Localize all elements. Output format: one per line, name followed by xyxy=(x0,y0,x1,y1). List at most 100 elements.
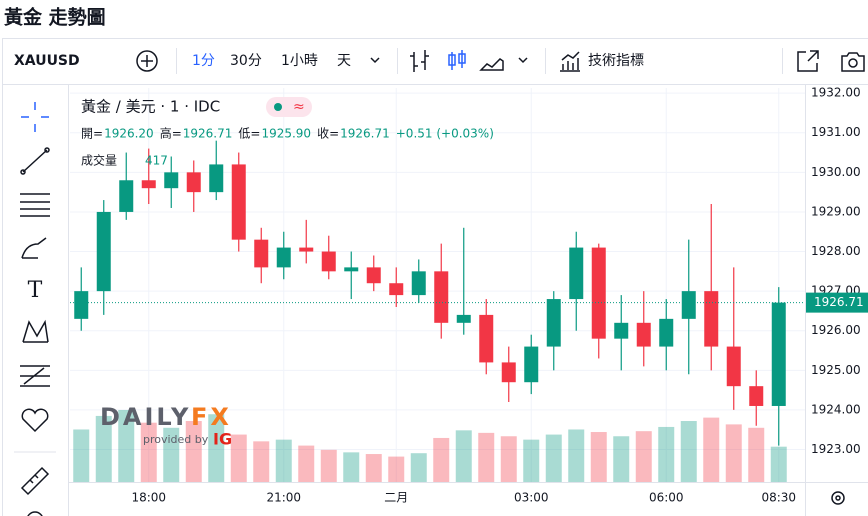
settings[interactable] xyxy=(831,491,845,505)
area-style-icon[interactable] xyxy=(479,58,504,71)
snapshot-icon[interactable] xyxy=(841,52,865,72)
volume-bar xyxy=(163,427,180,482)
volume-bar xyxy=(703,417,720,482)
candle-body xyxy=(659,318,674,347)
legend-value: 1926.71 xyxy=(183,127,233,141)
prediction-tool[interactable] xyxy=(20,365,50,387)
ohlc-legend: 開= 1926.20 高= 1926.71 低= 1925.90 收= 1926.71 +0.5… xyxy=(81,126,494,141)
interval[interactable]: 天 xyxy=(337,53,351,69)
style-menu[interactable] xyxy=(518,57,528,64)
volume-bar xyxy=(118,410,135,482)
watermark-provided: provided by xyxy=(143,433,209,446)
volume-bar xyxy=(770,446,787,482)
volume-bar xyxy=(208,414,225,482)
candle-body xyxy=(74,291,89,319)
legend-label: 高= xyxy=(160,126,182,141)
volume-bar xyxy=(185,421,202,482)
ruler-tool[interactable] xyxy=(20,466,50,496)
line-tool[interactable] xyxy=(20,147,50,175)
volume-bar xyxy=(545,434,562,482)
zoom-tool[interactable] xyxy=(27,511,43,516)
volume-bar xyxy=(275,439,292,482)
legend-label: 收= xyxy=(317,127,339,141)
candle-body xyxy=(119,180,134,212)
candle-style-body xyxy=(458,53,466,64)
badge-icon: ≈ xyxy=(293,99,305,115)
text-tool[interactable]: T xyxy=(28,278,43,303)
watermark-ig: IG xyxy=(213,430,232,449)
y-tick-label: 1924.00 xyxy=(811,402,861,416)
interval[interactable]: 30分 xyxy=(230,53,262,69)
legend-label: 開= xyxy=(81,127,103,141)
candle-body xyxy=(186,172,201,193)
candle-body xyxy=(299,247,314,252)
y-tick-label: 1929.00 xyxy=(811,204,861,218)
candle-body xyxy=(209,164,224,193)
legend-value: 1926.71 xyxy=(340,127,390,141)
interval-menu[interactable] xyxy=(370,57,380,64)
volume-bar xyxy=(455,430,472,482)
candle-body xyxy=(456,314,471,323)
watermark-brand: FX xyxy=(191,403,232,431)
volume-bar xyxy=(748,427,765,482)
interval[interactable]: 1小時 xyxy=(281,53,318,69)
x-tick-label: 二月 xyxy=(384,491,408,505)
candle-body xyxy=(704,291,719,347)
volume-bar xyxy=(590,432,607,482)
candle-body xyxy=(254,239,269,268)
volume-bar xyxy=(365,454,382,482)
badge xyxy=(266,97,312,117)
x-tick-label: 08:30 xyxy=(761,491,796,505)
bar-style-icon[interactable] xyxy=(410,50,429,72)
crosshair-tool[interactable] xyxy=(21,102,49,132)
x-tick-label: 06:00 xyxy=(649,491,684,505)
volume-bar xyxy=(95,415,112,482)
volume-bar xyxy=(658,426,675,482)
candle-body xyxy=(96,211,111,292)
symbol[interactable]: XAUUSD xyxy=(14,53,80,69)
legend-label: 低= xyxy=(238,127,260,141)
volume-bar xyxy=(635,431,652,482)
volume-bar xyxy=(680,421,697,482)
candle-body xyxy=(726,346,741,387)
x-tick-label: 18:00 xyxy=(131,491,166,505)
candle-body xyxy=(411,271,426,296)
volume-bar xyxy=(253,441,270,482)
candle-body xyxy=(344,267,359,272)
add-symbol[interactable] xyxy=(136,50,158,72)
candle-body xyxy=(479,314,494,363)
candle-body xyxy=(434,271,449,323)
candle-body xyxy=(501,362,516,383)
candle-body xyxy=(366,267,381,284)
x-tick-label: 21:00 xyxy=(266,491,301,505)
indicators[interactable]: 技術指標 xyxy=(588,53,644,69)
candle-body xyxy=(771,302,786,406)
candle-body xyxy=(591,247,606,339)
y-tick-label: 1932.00 xyxy=(811,86,861,100)
candle-body xyxy=(276,247,291,268)
indicators-icon[interactable] xyxy=(560,51,580,72)
brush-tool[interactable] xyxy=(21,237,47,259)
snapshot-lens xyxy=(848,58,858,68)
candle-body xyxy=(141,180,156,189)
candle-body xyxy=(321,251,336,272)
fib-tool[interactable] xyxy=(20,193,50,217)
y-tick-label: 1925.00 xyxy=(811,363,861,377)
candle-body xyxy=(164,172,179,189)
interval[interactable]: 1分 xyxy=(192,53,215,69)
y-tick-label: 1928.00 xyxy=(811,244,861,258)
y-tick-label: 1930.00 xyxy=(811,165,861,179)
favorites[interactable] xyxy=(21,408,49,433)
candle-body xyxy=(681,291,696,319)
x-tick-label: 03:00 xyxy=(514,491,549,505)
y-tick-label: 1926.00 xyxy=(811,323,861,337)
plot: 1923.001924.001925.001926.001927.001928.… xyxy=(70,86,868,505)
candle-body xyxy=(389,283,404,296)
volume-label: 成交量 xyxy=(81,153,117,168)
price-tag-label: 1926.71 xyxy=(814,295,864,309)
volume-value: 417 xyxy=(145,154,168,168)
candle-body xyxy=(524,346,539,383)
popout-icon[interactable] xyxy=(797,50,819,72)
pattern-tool[interactable] xyxy=(22,319,49,343)
